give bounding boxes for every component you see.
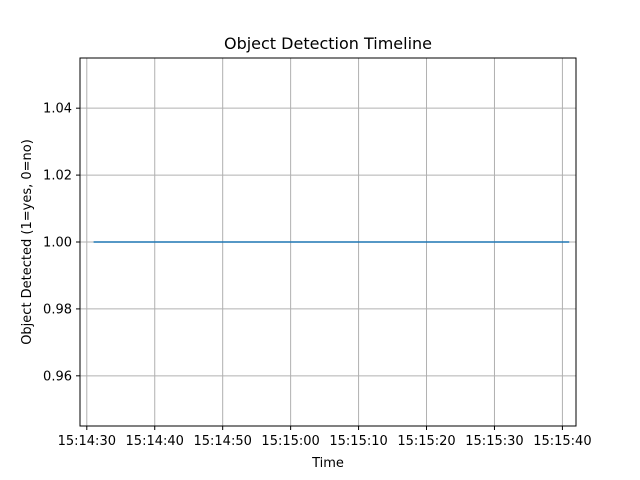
x-tick-label: 15:14:30 [58,434,116,449]
y-tick-label: 1.04 [43,102,72,117]
y-tick-label: 1.00 [43,236,72,251]
chart-title: Object Detection Timeline [224,34,432,53]
y-axis-label: Object Detected (1=yes, 0=no) [20,139,35,345]
x-tick-label: 15:15:00 [261,434,319,449]
ticks: 15:14:30 15:14:40 15:14:50 15:15:00 15:15:10… [43,102,592,449]
x-tick-label: 15:14:50 [193,434,251,449]
y-tick-label: 0.98 [43,302,72,317]
y-tick-label: 0.96 [43,369,72,384]
x-tick-label: 15:15:10 [329,434,387,449]
x-tick-label: 15:15:30 [465,434,523,449]
x-tick-label: 15:15:20 [397,434,455,449]
x-axis-label: Time [311,456,344,471]
x-tick-label: 15:15:40 [533,434,591,449]
x-tick-label: 15:14:40 [126,434,184,449]
y-tick-label: 1.02 [43,169,72,184]
